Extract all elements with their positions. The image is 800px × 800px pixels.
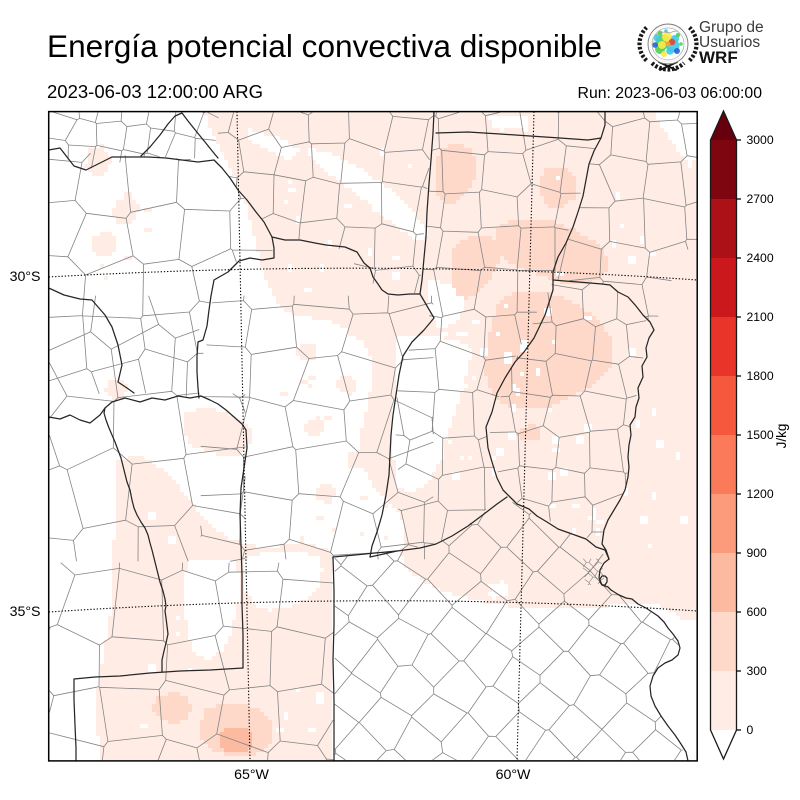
svg-text:Usuarios: Usuarios <box>699 34 760 51</box>
svg-text:900: 900 <box>747 546 768 560</box>
svg-text:300: 300 <box>747 664 768 678</box>
svg-text:30°S: 30°S <box>10 269 41 285</box>
svg-text:Run: 2023-06-03 06:00:00: Run: 2023-06-03 06:00:00 <box>578 85 763 102</box>
svg-text:0: 0 <box>747 723 754 737</box>
svg-text:Grupo de: Grupo de <box>699 19 764 36</box>
svg-text:1500: 1500 <box>747 428 774 442</box>
svg-text:WRF: WRF <box>699 48 738 67</box>
svg-text:3000: 3000 <box>747 133 774 147</box>
svg-text:1800: 1800 <box>747 369 774 383</box>
svg-text:2400: 2400 <box>747 251 774 265</box>
svg-text:2023-06-03 12:00:00 ARG: 2023-06-03 12:00:00 ARG <box>47 81 263 102</box>
svg-text:J/kg: J/kg <box>774 424 789 449</box>
svg-text:Energía potencial convectiva d: Energía potencial convectiva disponible <box>47 28 602 64</box>
svg-text:1200: 1200 <box>747 487 774 501</box>
svg-text:2700: 2700 <box>747 192 774 206</box>
svg-text:600: 600 <box>747 605 768 619</box>
svg-text:60°W: 60°W <box>496 767 531 783</box>
svg-text:2100: 2100 <box>747 310 774 324</box>
svg-text:35°S: 35°S <box>10 604 41 620</box>
svg-text:65°W: 65°W <box>234 767 269 783</box>
